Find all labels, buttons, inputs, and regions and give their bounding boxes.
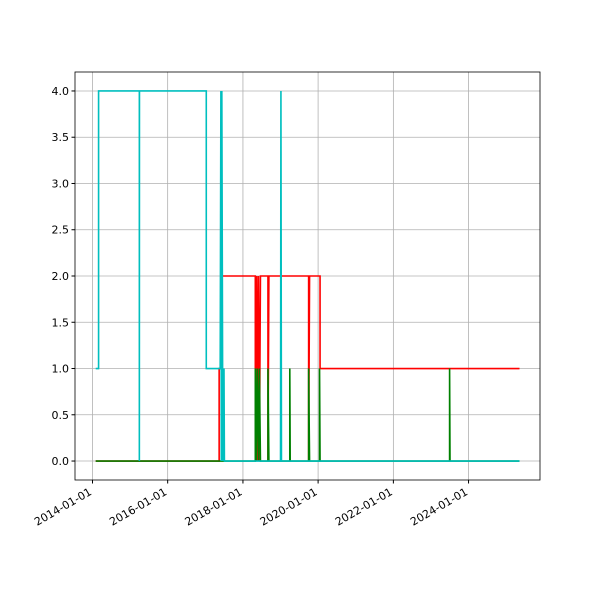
x-tick-label: 2022-01-01 (333, 485, 395, 528)
y-tick-label: 3.5 (52, 131, 70, 144)
y-tick-label: 3.0 (52, 177, 70, 190)
y-tick-label: 1.0 (52, 363, 70, 376)
y-tick-label: 2.5 (52, 224, 70, 237)
y-tick-label: 0.0 (52, 455, 70, 468)
x-tick-label: 2014-01-01 (32, 485, 94, 528)
plot-frame (74, 71, 541, 481)
y-tick-label: 0.5 (52, 409, 70, 422)
x-tick-label: 2018-01-01 (183, 485, 245, 528)
series-line (95, 90, 520, 462)
x-tick-label: 2020-01-01 (258, 485, 320, 528)
y-tick-label: 2.0 (52, 270, 70, 283)
x-tick-label: 2016-01-01 (107, 485, 169, 528)
y-tick-label: 1.5 (52, 316, 70, 329)
y-tick-label: 4.0 (52, 85, 70, 98)
x-tick-label: 2024-01-01 (408, 485, 470, 528)
